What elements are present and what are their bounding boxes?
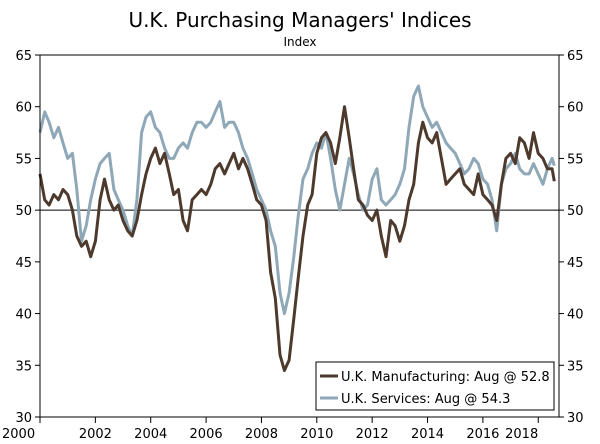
y-tick-label-left: 60 xyxy=(15,101,32,116)
x-tick-label: 2012 xyxy=(356,427,389,442)
legend-label-manufacturing: U.K. Manufacturing: Aug @ 52.8 xyxy=(341,370,550,385)
legend: U.K. Manufacturing: Aug @ 52.8 U.K. Serv… xyxy=(315,361,555,411)
y-tick-label-right: 45 xyxy=(567,256,584,271)
plot-frame xyxy=(39,54,560,418)
chart-title: U.K. Purchasing Managers' Indices xyxy=(128,8,471,32)
series-line-services xyxy=(38,84,556,316)
data-series xyxy=(38,84,556,372)
legend-box xyxy=(315,361,555,411)
y-tick-label-left: 50 xyxy=(15,204,32,219)
x-tick-label: 2006 xyxy=(190,427,223,442)
x-tick-label: 2016 xyxy=(466,427,499,442)
x-tick-label: 2004 xyxy=(134,427,167,442)
y-tick-label-left: 45 xyxy=(15,256,32,271)
x-tick-label: 2014 xyxy=(411,427,444,442)
y-tick-label-left: 40 xyxy=(15,308,32,323)
y-tick-label-right: 35 xyxy=(567,359,584,374)
y-tick-label-right: 60 xyxy=(567,101,584,116)
y-tick-label-right: 40 xyxy=(567,308,584,323)
y-tick-label-right: 55 xyxy=(567,152,584,167)
x-tick-label: 2000 xyxy=(2,427,35,442)
x-tick-label: 2002 xyxy=(79,427,112,442)
y-tick-label-left: 30 xyxy=(15,411,32,426)
y-tick-label-left: 55 xyxy=(15,152,32,167)
y-tick-label-right: 50 xyxy=(567,204,584,219)
y-tick-label-right: 30 xyxy=(567,411,584,426)
y-tick-label-right: 65 xyxy=(567,49,584,64)
y-tick-label-left: 65 xyxy=(15,49,32,64)
x-tick-label: 2008 xyxy=(245,427,278,442)
legend-label-services: U.K. Services: Aug @ 54.3 xyxy=(341,392,510,407)
x-tick-label: 2010 xyxy=(300,427,333,442)
axis-ticks: 30 30 35 35 40 40 45 45 50 50 55 55 60 60 65 65 2000 2002… xyxy=(2,49,584,442)
y-tick-label-left: 35 xyxy=(15,359,32,374)
series-line-manufacturing xyxy=(38,105,556,372)
chart-subtitle: Index xyxy=(283,35,316,49)
x-tick-label: 2018 xyxy=(505,427,538,442)
